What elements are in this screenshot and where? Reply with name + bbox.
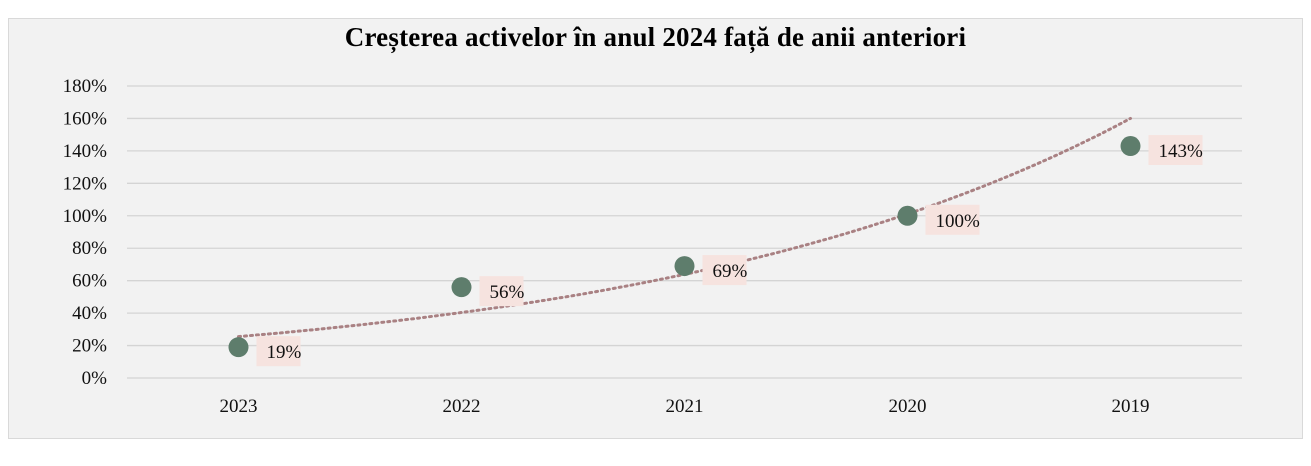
data-point-2022	[451, 277, 472, 298]
data-point-2020	[897, 205, 918, 226]
data-labels: 19% 56% 69% 100% 143%	[256, 135, 1204, 367]
x-tick-label: 2020	[889, 396, 927, 417]
y-tick-label: 160%	[63, 108, 108, 129]
data-label-box	[925, 204, 980, 235]
data-label: 56%	[490, 282, 525, 303]
y-tick-label: 20%	[72, 336, 107, 357]
data-point-2021	[674, 256, 695, 277]
data-label: 100%	[936, 211, 981, 232]
y-tick-label: 0%	[82, 368, 108, 389]
gridlines	[127, 85, 1242, 379]
y-tick-label: 100%	[63, 206, 108, 227]
data-point-2019	[1120, 136, 1141, 157]
data-label-box	[1148, 135, 1203, 166]
data-label-box	[479, 276, 524, 307]
x-axis-ticks: 2023 2022 2021 2020 2019	[220, 396, 1150, 417]
data-label-box	[702, 255, 747, 286]
y-axis-ticks: 0% 20% 40% 60% 80% 100% 120% 140% 160% 180%	[63, 76, 108, 389]
x-tick-label: 2019	[1112, 396, 1150, 417]
data-points	[228, 136, 1141, 358]
y-tick-label: 140%	[63, 141, 108, 162]
data-label: 19%	[267, 342, 302, 363]
data-point-2023	[228, 337, 249, 358]
data-label: 143%	[1159, 141, 1204, 162]
x-tick-label: 2023	[220, 396, 258, 417]
data-label-box	[256, 336, 301, 367]
y-tick-label: 60%	[72, 271, 107, 292]
chart-area	[8, 18, 1303, 439]
data-label: 69%	[713, 261, 748, 282]
chart-title: Creșterea activelor în anul 2024 față de…	[344, 22, 967, 52]
y-tick-label: 180%	[63, 76, 108, 97]
x-tick-label: 2021	[666, 396, 704, 417]
y-tick-label: 80%	[72, 238, 107, 259]
y-tick-label: 40%	[72, 303, 107, 324]
y-tick-label: 120%	[63, 173, 108, 194]
x-tick-label: 2022	[443, 396, 481, 417]
